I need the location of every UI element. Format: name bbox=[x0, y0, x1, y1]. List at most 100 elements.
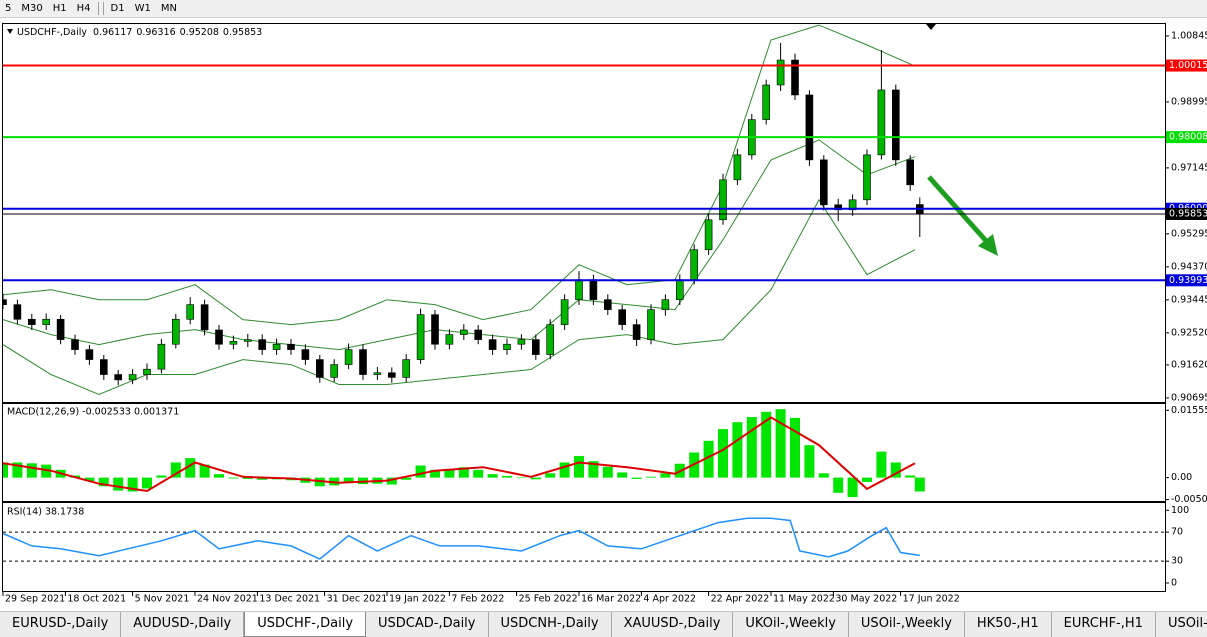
timeframe-button[interactable]: H1 bbox=[52, 3, 67, 14]
x-tick-label: 11 May 2022 bbox=[773, 594, 835, 605]
macd-title: MACD(12,26,9) -0.002533 0.001371 bbox=[7, 407, 179, 418]
x-tick-label: 16 Mar 2022 bbox=[581, 594, 641, 605]
candle-body bbox=[387, 372, 396, 378]
candle-body bbox=[575, 279, 583, 300]
macd-bar bbox=[113, 477, 124, 491]
bid-box bbox=[1166, 207, 1207, 220]
candle-body bbox=[589, 279, 598, 300]
x-tick-label: 18 Oct 2021 bbox=[67, 594, 126, 605]
price-level-box bbox=[1166, 59, 1207, 72]
chart-tab[interactable]: USDCNH-,Daily bbox=[489, 612, 612, 637]
candle-body bbox=[560, 299, 569, 325]
separator bbox=[97, 2, 99, 15]
candle-body bbox=[805, 94, 814, 161]
trend-arrow bbox=[927, 175, 998, 256]
x-tick-label: 30 May 2022 bbox=[835, 594, 897, 605]
macd-bar bbox=[214, 474, 224, 478]
candle-body bbox=[848, 199, 857, 211]
candle-body bbox=[13, 304, 22, 320]
candle-body bbox=[690, 249, 699, 280]
y-tick-label: 0 bbox=[1171, 578, 1177, 589]
y-tick-label: 0.92520 bbox=[1171, 327, 1207, 338]
candle-body bbox=[762, 84, 771, 120]
ohlc-open: 0.96117 bbox=[93, 27, 132, 38]
macd-bar bbox=[660, 473, 671, 478]
chart-tab[interactable]: XAUUSD-,Daily bbox=[612, 612, 734, 637]
chart-tab[interactable]: AUDUSD-,Daily bbox=[121, 612, 245, 637]
macd-bar bbox=[818, 473, 829, 478]
macd-bar bbox=[833, 477, 844, 493]
chart-tab[interactable]: USOil-,H4 bbox=[1156, 612, 1207, 637]
timeframe-button[interactable]: W1 bbox=[134, 3, 151, 14]
macd-bar bbox=[847, 477, 858, 498]
x-tick-label: 24 Nov 2021 bbox=[197, 594, 258, 605]
macd-signal bbox=[3, 416, 916, 493]
candle-body bbox=[791, 59, 799, 96]
candle-body bbox=[891, 89, 900, 161]
candle-body bbox=[675, 279, 684, 300]
macd-bar bbox=[790, 417, 800, 478]
chart-tab[interactable]: EURCHF-,H1 bbox=[1052, 612, 1156, 637]
macd-bar bbox=[905, 475, 916, 478]
macd-bar bbox=[458, 467, 469, 478]
candle-body bbox=[632, 324, 641, 340]
candle-body bbox=[373, 372, 382, 375]
price-panel-frame bbox=[2, 23, 1166, 403]
shift-marker bbox=[926, 24, 936, 30]
y-tick-label: 0.93445 bbox=[1171, 294, 1207, 305]
timeframe-button[interactable]: 5 bbox=[5, 3, 12, 14]
macd-bar bbox=[142, 477, 152, 489]
rsi-panel-frame bbox=[2, 502, 1166, 592]
macd-bar bbox=[127, 477, 138, 492]
price-level-box bbox=[1166, 274, 1207, 287]
chart-tab[interactable]: USDCHF-,Daily bbox=[244, 612, 367, 637]
candle-body bbox=[272, 343, 281, 350]
timeframe-button[interactable]: M30 bbox=[21, 3, 43, 14]
x-tick-label: 5 Nov 2021 bbox=[135, 594, 190, 605]
chart-tab[interactable]: USOil-,Weekly bbox=[849, 612, 965, 637]
macd-bar bbox=[185, 458, 196, 478]
candle-body bbox=[603, 299, 612, 310]
y-tick-label: 1.00845 bbox=[1171, 30, 1207, 41]
candle-body bbox=[3, 299, 7, 305]
y-tick-label: 70 bbox=[1171, 527, 1183, 538]
rsi-title: RSI(14) 38.1738 bbox=[7, 507, 84, 518]
macd-bar bbox=[914, 477, 925, 492]
macd-bar bbox=[775, 409, 786, 478]
bollinger-lower bbox=[3, 198, 916, 396]
candle-body bbox=[416, 314, 425, 360]
candle-body bbox=[42, 318, 51, 325]
chart-tab[interactable]: UKOil-,Weekly bbox=[733, 612, 849, 637]
candle-body bbox=[359, 349, 367, 375]
candle-body bbox=[834, 204, 843, 211]
macd-bar bbox=[41, 464, 52, 478]
chart-tabs: EURUSD-,Daily AUDUSD-,Daily USDCHF-,Daily U… bbox=[0, 611, 1207, 637]
macd-bar bbox=[242, 477, 253, 479]
chart-tab[interactable]: EURUSD-,Daily bbox=[0, 612, 122, 637]
candle-body bbox=[330, 364, 339, 378]
candle-body bbox=[100, 359, 108, 375]
chart-tab[interactable]: HK50-,H1 bbox=[965, 612, 1052, 637]
candle-body bbox=[344, 349, 353, 365]
symbol-marker bbox=[7, 29, 13, 34]
timeframe-button[interactable]: H4 bbox=[76, 3, 91, 14]
candle-body bbox=[229, 341, 238, 345]
candle-body bbox=[114, 374, 122, 381]
timeframe-button[interactable]: D1 bbox=[110, 3, 125, 14]
x-tick-label: 4 Apr 2022 bbox=[643, 594, 696, 605]
bid-label: 0.95853 bbox=[1169, 208, 1207, 219]
candle-body bbox=[704, 219, 713, 251]
macd-bar bbox=[588, 461, 599, 478]
macd-bar bbox=[26, 463, 37, 478]
x-tick-label: 31 Dec 2021 bbox=[327, 594, 388, 605]
y-tick-label: 30 bbox=[1171, 556, 1183, 567]
candle-body bbox=[517, 339, 526, 345]
timeframe-button[interactable]: MN bbox=[160, 3, 177, 14]
y-tick-label: 0.97145 bbox=[1171, 162, 1207, 173]
price-level-label: 0.93993 bbox=[1169, 275, 1207, 286]
chart-tab[interactable]: USDCAD-,Daily bbox=[366, 612, 489, 637]
candle-body bbox=[661, 299, 670, 310]
candle-body bbox=[143, 368, 151, 375]
symbol-title: USDCHF-,Daily bbox=[17, 27, 87, 38]
